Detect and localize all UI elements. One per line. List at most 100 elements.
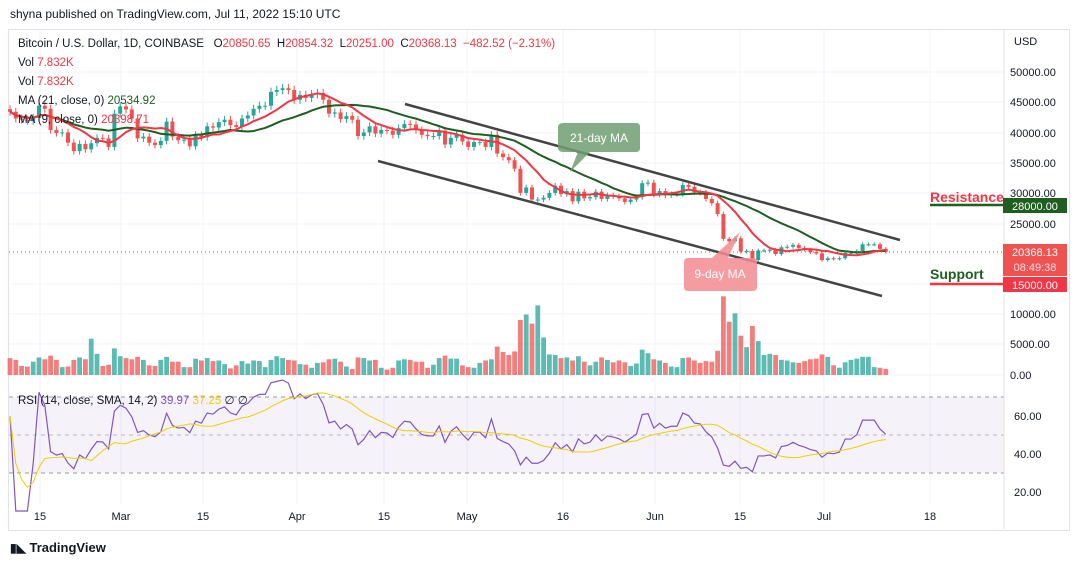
volume-bar bbox=[848, 359, 854, 375]
volume-bar bbox=[779, 359, 784, 375]
ma21-callout-text: 21-day MA bbox=[570, 131, 628, 145]
x-tick-label: 15 bbox=[734, 511, 746, 523]
candle bbox=[657, 191, 662, 195]
volume-bar bbox=[500, 352, 506, 375]
candle bbox=[651, 182, 656, 195]
candle bbox=[222, 119, 227, 123]
candle bbox=[216, 122, 221, 128]
volume-bar bbox=[593, 361, 599, 375]
candle bbox=[228, 119, 233, 126]
vol-row: Vol 7.832K bbox=[18, 57, 74, 69]
volume-bar bbox=[697, 362, 703, 375]
volume-bar bbox=[384, 369, 390, 375]
candle bbox=[182, 139, 186, 141]
volume-bar bbox=[715, 350, 720, 375]
candle bbox=[680, 185, 685, 195]
volume-bar bbox=[286, 359, 291, 375]
volume-bar bbox=[280, 358, 285, 375]
candle bbox=[309, 94, 314, 98]
price-tick-label: 30000.00 bbox=[1010, 188, 1056, 200]
volume-bar bbox=[48, 355, 53, 375]
volume-bar bbox=[436, 358, 442, 375]
volume-bar bbox=[42, 359, 48, 375]
volume-bar bbox=[599, 357, 604, 375]
support-label: Support bbox=[930, 266, 984, 282]
candle bbox=[153, 142, 157, 146]
volume-bar bbox=[54, 359, 59, 375]
ma9-callout-text: 9-day MA bbox=[694, 267, 745, 281]
volume-bar bbox=[187, 367, 193, 375]
time-axis[interactable]: 15 Mar 15 Apr 15 May 16 Jun 15 Jul 18 bbox=[34, 511, 936, 523]
volume-bar bbox=[442, 355, 448, 375]
candle bbox=[808, 249, 813, 253]
volume-bar bbox=[703, 361, 709, 375]
volume-bar bbox=[407, 359, 413, 375]
volume-bar bbox=[303, 364, 309, 375]
candle bbox=[390, 130, 395, 135]
volume-bar bbox=[854, 358, 860, 375]
volume-bar bbox=[326, 359, 332, 375]
volume-bar bbox=[877, 367, 883, 375]
volume-bar bbox=[773, 355, 778, 375]
candle bbox=[791, 244, 795, 247]
volume-bar bbox=[25, 366, 30, 375]
candle bbox=[437, 130, 442, 137]
volume-bar bbox=[471, 367, 477, 375]
candle bbox=[118, 106, 123, 114]
volume-bar bbox=[175, 361, 181, 375]
resistance-price: 28000.00 bbox=[1012, 201, 1058, 213]
price-axis[interactable]: 50000.00 45000.00 40000.00 35000.00 30000.00… bbox=[1010, 67, 1056, 499]
symbol-name: Bitcoin / U.S. Dollar, 1D, COINBASE bbox=[18, 38, 204, 50]
candle bbox=[147, 136, 152, 143]
x-tick-label: Mar bbox=[112, 511, 131, 523]
volume-tick-label: 5000.00 bbox=[1010, 339, 1050, 351]
volume-bar bbox=[541, 337, 546, 375]
volume-bar bbox=[663, 362, 668, 375]
candle bbox=[762, 250, 766, 252]
ma21-callout: 21-day MA bbox=[558, 123, 640, 172]
volume-bar bbox=[564, 357, 570, 375]
candle bbox=[814, 252, 819, 254]
volume-bar bbox=[123, 358, 129, 375]
rsi-tick-label: 40.00 bbox=[1014, 449, 1042, 461]
volume-bar bbox=[251, 360, 256, 375]
last-price-badge bbox=[1003, 244, 1067, 276]
candle bbox=[796, 244, 801, 248]
tradingview-logo[interactable]: ▮◣ TradingView bbox=[10, 540, 106, 555]
volume-bar bbox=[576, 356, 581, 375]
volume-bar bbox=[790, 362, 796, 375]
rsi-tick-label: 20.00 bbox=[1014, 487, 1042, 499]
ma9-callout: 9-day MA bbox=[684, 232, 757, 291]
volume-bar bbox=[228, 368, 233, 375]
candle bbox=[756, 250, 761, 261]
volume-bar bbox=[454, 358, 459, 375]
candle bbox=[588, 197, 592, 199]
candle bbox=[744, 250, 749, 252]
volume-bar bbox=[309, 367, 314, 375]
candle bbox=[820, 253, 824, 261]
channel-upper-line[interactable] bbox=[404, 102, 901, 242]
volume-bar bbox=[152, 365, 158, 375]
candle bbox=[251, 108, 256, 116]
candle bbox=[622, 198, 627, 202]
candle bbox=[176, 136, 181, 141]
volume-bar bbox=[71, 359, 77, 375]
volume-bar bbox=[489, 359, 494, 375]
candle bbox=[373, 126, 378, 134]
volume-bar bbox=[674, 367, 680, 375]
candle bbox=[338, 112, 343, 120]
price-tick-label: 35000.00 bbox=[1010, 158, 1056, 170]
candle bbox=[431, 136, 436, 138]
legend: Bitcoin / U.S. Dollar, 1D, COINBASE O208… bbox=[18, 35, 555, 130]
volume-bar bbox=[709, 361, 715, 375]
channel-lower-line[interactable] bbox=[377, 159, 883, 298]
candle bbox=[292, 90, 297, 100]
candle bbox=[66, 132, 70, 143]
volume-bar bbox=[59, 367, 65, 375]
candle bbox=[460, 134, 465, 142]
ma9-row: MA (9, close, 0) 20398.71 bbox=[18, 114, 150, 126]
volume-bar bbox=[616, 360, 622, 375]
volume-bar bbox=[204, 358, 210, 375]
candle bbox=[535, 199, 540, 201]
